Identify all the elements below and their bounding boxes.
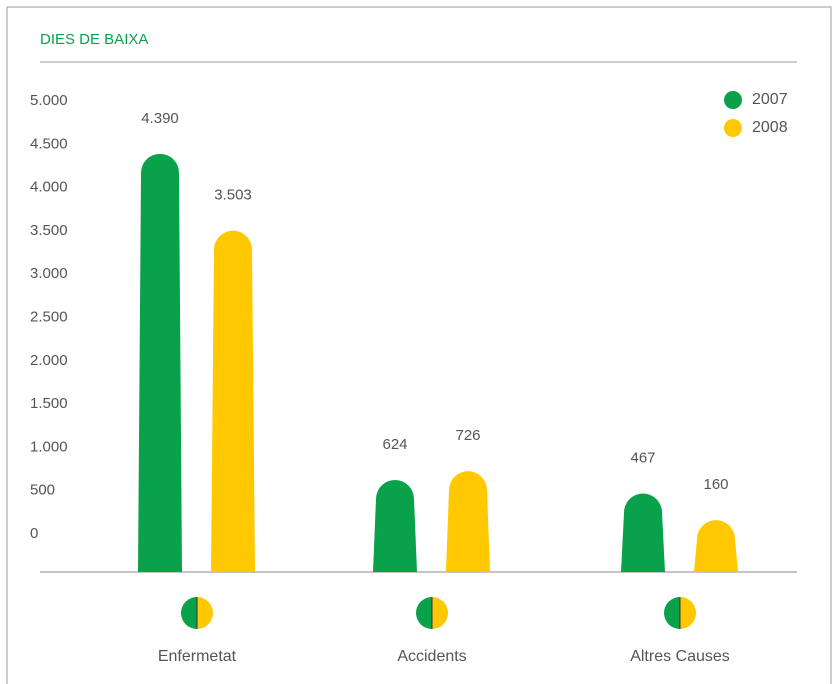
category-icon: [664, 597, 680, 629]
value-label: 726: [455, 427, 480, 444]
bar: [373, 479, 417, 572]
y-tick-label: 0: [30, 525, 38, 542]
legend-swatch: [724, 91, 742, 109]
value-label: 467: [630, 450, 655, 467]
category-icon: [197, 597, 213, 629]
bar: [621, 493, 665, 572]
frame: [6, 6, 832, 684]
value-label: 4.390: [141, 110, 179, 127]
bar: [138, 153, 182, 573]
x-tick-label: Enfermetat: [158, 648, 237, 665]
y-tick-label: 1.000: [30, 438, 68, 455]
bar: [694, 520, 738, 572]
category-icon: [181, 597, 197, 629]
legend-swatch: [724, 119, 742, 137]
y-tick-label: 5.000: [30, 92, 68, 109]
legend-label: 2007: [752, 91, 788, 108]
value-label: 624: [382, 436, 407, 453]
y-tick-label: 4.000: [30, 179, 68, 196]
bar: [211, 230, 255, 572]
y-tick-label: 2.000: [30, 352, 68, 369]
category-icon: [416, 597, 432, 629]
category-icon: [680, 597, 696, 629]
y-tick-label: 2.500: [30, 308, 68, 325]
value-label: 160: [703, 476, 728, 493]
x-tick-label: Altres Causes: [630, 648, 730, 665]
y-tick-label: 4.500: [30, 135, 68, 152]
value-label: 3.503: [214, 187, 252, 204]
y-tick-label: 3.500: [30, 222, 68, 239]
y-tick-label: 1.500: [30, 395, 68, 412]
y-tick-label: 3.000: [30, 265, 68, 282]
chart-title: DIES DE BAIXA: [40, 31, 148, 48]
bar: [446, 471, 490, 572]
category-icon: [432, 597, 448, 629]
y-tick-label: 500: [30, 482, 55, 499]
x-tick-label: Accidents: [397, 648, 466, 665]
legend-label: 2008: [752, 119, 788, 136]
